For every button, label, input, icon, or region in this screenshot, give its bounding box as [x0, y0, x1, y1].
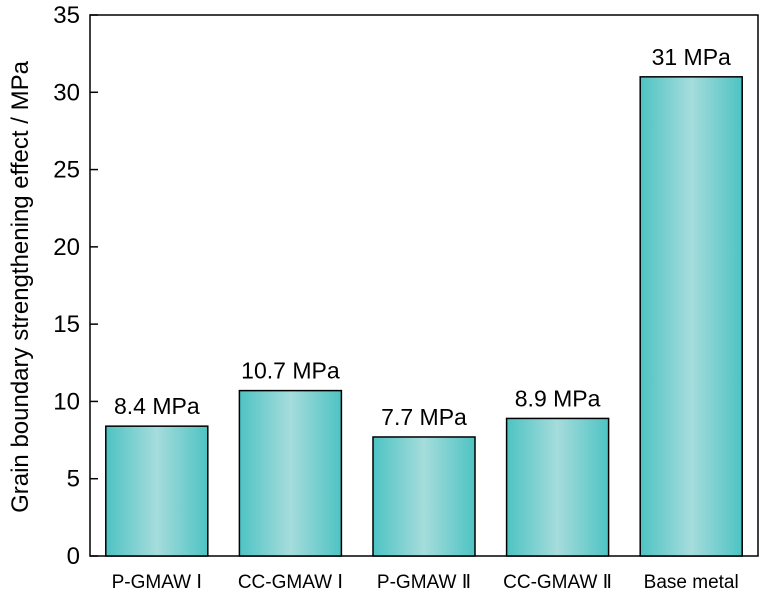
y-tick-label: 0	[67, 543, 80, 570]
bar	[372, 436, 476, 557]
data-label: 7.7 MPa	[381, 404, 467, 430]
data-label: 8.4 MPa	[114, 393, 200, 419]
y-tick-label: 30	[53, 79, 80, 106]
y-tick-label: 35	[53, 2, 80, 29]
bar	[505, 417, 610, 557]
y-tick-label: 20	[53, 234, 80, 261]
x-tick-label: P-GMAW Ⅰ	[112, 572, 202, 593]
y-tick-label: 25	[53, 157, 80, 184]
y-tick-label: 15	[53, 311, 80, 338]
x-tick-label: CC-GMAW Ⅱ	[503, 572, 612, 593]
y-tick-label: 5	[67, 466, 80, 493]
plot-area: 0 5 10 15 20 25 30 35 8.4 MPa P-GMAW Ⅰ 10.7 MPa CC-…	[53, 2, 759, 593]
x-tick-label: Base metal	[644, 572, 739, 593]
data-label: 8.9 MPa	[515, 385, 601, 411]
x-tick-label: P-GMAW Ⅱ	[377, 572, 471, 593]
data-label: 31 MPa	[652, 44, 731, 70]
bar	[639, 76, 743, 557]
bar	[105, 425, 209, 557]
data-label: 10.7 MPa	[241, 358, 340, 384]
bar	[238, 389, 343, 557]
y-axis-title: Grain boundary strengthening effect / MP…	[7, 60, 34, 512]
x-tick-label: CC-GMAW Ⅰ	[238, 572, 343, 593]
y-tick-label: 10	[53, 388, 80, 415]
